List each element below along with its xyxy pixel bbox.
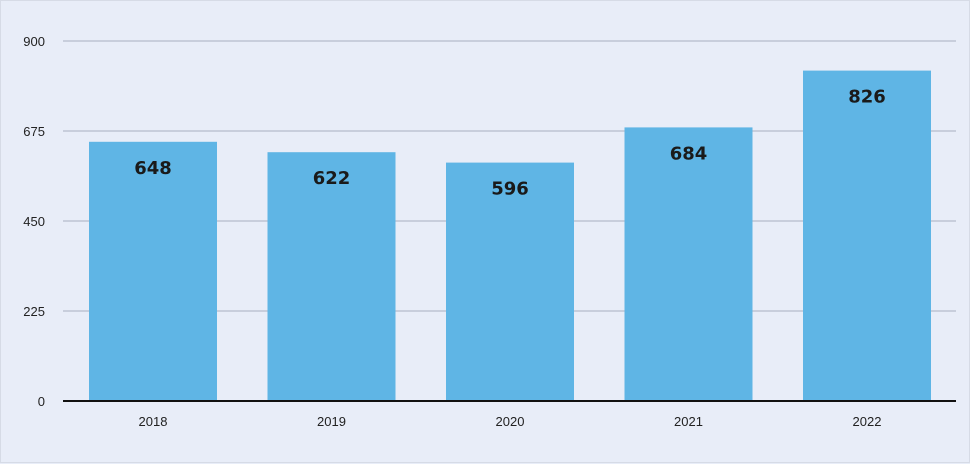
y-tick-label: 675 xyxy=(23,124,45,139)
y-tick-label: 900 xyxy=(23,34,45,49)
data-label-2018: 648 xyxy=(134,158,172,179)
x-tick-label-2022: 2022 xyxy=(853,414,882,429)
data-label-2021: 684 xyxy=(670,143,708,164)
data-label-2020: 596 xyxy=(491,179,529,200)
bar-2020 xyxy=(446,162,574,401)
bar-2019 xyxy=(267,152,396,401)
x-tick-label-2018: 2018 xyxy=(139,414,168,429)
bar-2022 xyxy=(803,70,931,401)
bar-2018 xyxy=(89,141,217,402)
y-tick-label: 0 xyxy=(38,394,45,409)
x-tick-label-2021: 2021 xyxy=(674,414,703,429)
label-layer: 648 622 596 684 826 xyxy=(134,87,886,200)
axis-layer: 0 225 450 675 900 2018 2019 2020 2021 2022 xyxy=(23,34,956,429)
y-tick-label: 225 xyxy=(23,304,45,319)
data-label-2019: 622 xyxy=(313,168,351,189)
y-tick-label: 450 xyxy=(23,214,45,229)
data-label-2022: 826 xyxy=(848,87,886,108)
bar-layer xyxy=(89,70,931,402)
x-tick-label-2019: 2019 xyxy=(317,414,346,429)
x-tick-label-2020: 2020 xyxy=(496,414,525,429)
bar-2021 xyxy=(624,127,753,402)
